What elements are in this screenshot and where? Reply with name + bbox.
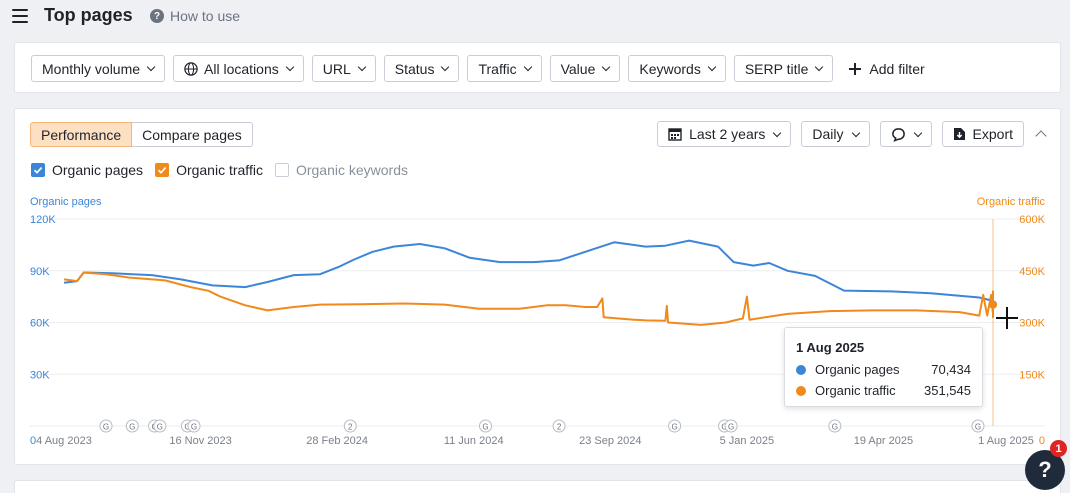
how-to-use-label: How to use <box>170 8 241 24</box>
top-bar: Top pages ? How to use <box>0 0 1070 34</box>
how-to-use-link[interactable]: ? How to use <box>150 8 240 24</box>
granularity-select[interactable]: Daily <box>801 121 870 147</box>
question-circle-icon: ? <box>150 9 164 23</box>
checkbox-checked-icon <box>31 163 45 177</box>
chevron-down-icon <box>913 128 922 137</box>
globe-icon <box>184 61 198 76</box>
tooltip-date: 1 Aug 2025 <box>796 340 865 355</box>
tooltip-label: Organic traffic <box>815 383 896 398</box>
filter-traffic[interactable]: Traffic <box>467 55 542 82</box>
toggle-label: Organic pages <box>52 162 144 178</box>
chevron-down-icon <box>602 62 611 72</box>
chart-tooltip: 1 Aug 2025 Organic pages 70,434 Organic … <box>784 327 983 407</box>
filter-all-locations[interactable]: All locations <box>173 55 304 82</box>
toggle-label: Organic keywords <box>295 162 408 178</box>
series-dot-icon <box>796 364 806 375</box>
chevron-down-icon <box>285 62 294 72</box>
filter-label: URL <box>322 60 351 77</box>
filter-value[interactable]: Value <box>549 55 621 82</box>
filter-label: Status <box>394 60 435 77</box>
filter-bar: Monthly volume All locations URL Status … <box>14 42 1061 93</box>
date-range-label: Last 2 years <box>689 126 766 142</box>
tooltip-value: 351,545 <box>924 383 971 398</box>
series-dot-icon <box>796 385 806 396</box>
chevron-down-icon <box>815 62 824 72</box>
filter-label: Value <box>560 60 596 77</box>
comment-icon <box>891 127 905 142</box>
chevron-down-icon <box>441 62 450 72</box>
filter-label: SERP title <box>744 60 809 77</box>
add-filter-label: Add filter <box>869 60 925 77</box>
filter-label: Keywords <box>639 60 701 77</box>
collapse-chevron-up-icon[interactable] <box>1034 127 1048 142</box>
checkbox-unchecked-icon <box>274 163 289 177</box>
calendar-icon <box>668 128 682 141</box>
chevron-down-icon <box>707 62 717 72</box>
performance-panel: Performance Compare pages Last 2 years D… <box>14 108 1061 465</box>
chevron-down-icon <box>357 62 367 72</box>
tooltip-label: Organic pages <box>815 362 900 377</box>
tab-performance[interactable]: Performance <box>30 122 133 147</box>
chevron-down-icon <box>523 62 532 72</box>
metric-toggles: Organic pages Organic traffic Organic ke… <box>31 162 408 178</box>
help-chat-button[interactable]: ? <box>1025 450 1065 490</box>
granularity-label: Daily <box>812 126 844 142</box>
toggle-organic-traffic[interactable]: Organic traffic <box>155 162 263 178</box>
next-panel <box>14 480 1061 493</box>
hamburger-menu-icon[interactable] <box>12 9 28 23</box>
tooltip-row-pages: Organic pages 70,434 <box>796 362 971 377</box>
filter-status[interactable]: Status <box>383 55 460 82</box>
page-title: Top pages <box>44 5 133 25</box>
download-file-icon <box>953 128 965 140</box>
plus-icon <box>849 62 862 75</box>
crosshair-cursor-icon <box>996 307 1018 329</box>
filter-keywords[interactable]: Keywords <box>628 55 726 82</box>
view-tabs: Performance Compare pages <box>30 122 253 147</box>
filter-label: Monthly volume <box>42 60 141 77</box>
chevron-down-icon <box>851 128 860 137</box>
filter-serp-title[interactable]: SERP title <box>733 55 834 82</box>
filter-label: All locations <box>204 60 279 77</box>
notification-badge: 1 <box>1050 440 1067 457</box>
tab-compare-pages[interactable]: Compare pages <box>132 122 253 147</box>
checkbox-checked-icon <box>155 163 170 177</box>
filter-label: Traffic <box>478 60 517 77</box>
filter-url[interactable]: URL <box>311 55 376 82</box>
left-axis-title: Organic pages <box>30 196 102 208</box>
chevron-down-icon <box>146 62 156 72</box>
tooltip-row-traffic: Organic traffic 351,545 <box>796 383 971 398</box>
export-label: Export <box>972 126 1013 142</box>
toggle-label: Organic traffic <box>176 162 263 178</box>
toggle-organic-keywords[interactable]: Organic keywords <box>274 162 408 178</box>
date-range-select[interactable]: Last 2 years <box>657 121 792 147</box>
add-filter-button[interactable]: Add filter <box>849 60 925 77</box>
right-axis-title: Organic traffic <box>976 196 1045 208</box>
annotations-button[interactable] <box>879 121 932 147</box>
toggle-organic-pages[interactable]: Organic pages <box>31 162 143 178</box>
tooltip-value: 70,434 <box>931 362 971 377</box>
chevron-down-icon <box>773 128 782 137</box>
export-button[interactable]: Export <box>941 121 1024 147</box>
filter-monthly-volume[interactable]: Monthly volume <box>31 55 166 82</box>
